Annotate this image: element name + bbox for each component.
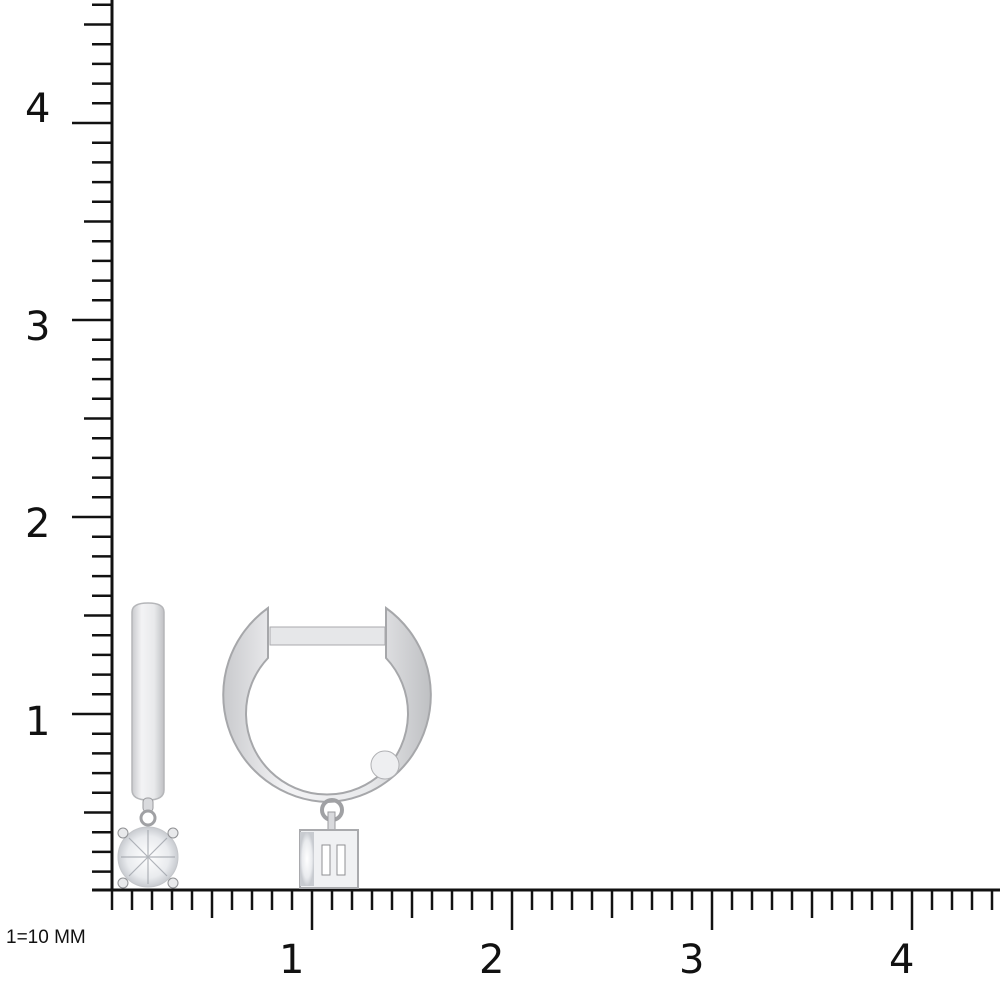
horizontal-axis-labels: 1 2 3 4 [279,937,914,983]
ruler [72,0,1000,930]
y-label-1: 1 [25,699,50,745]
x-label-1: 1 [279,937,304,983]
x-label-2: 2 [479,937,504,983]
y-label-4: 4 [25,86,50,132]
y-label-3: 3 [25,304,50,350]
scale-label: 1=10 MM [6,927,86,948]
x-label-4: 4 [889,937,914,983]
y-label-2: 2 [25,501,50,547]
earring-front-view [222,606,432,889]
vertical-axis-labels: 4 3 2 1 [25,86,50,745]
earring-side-view [117,602,179,889]
x-label-3: 3 [679,937,704,983]
